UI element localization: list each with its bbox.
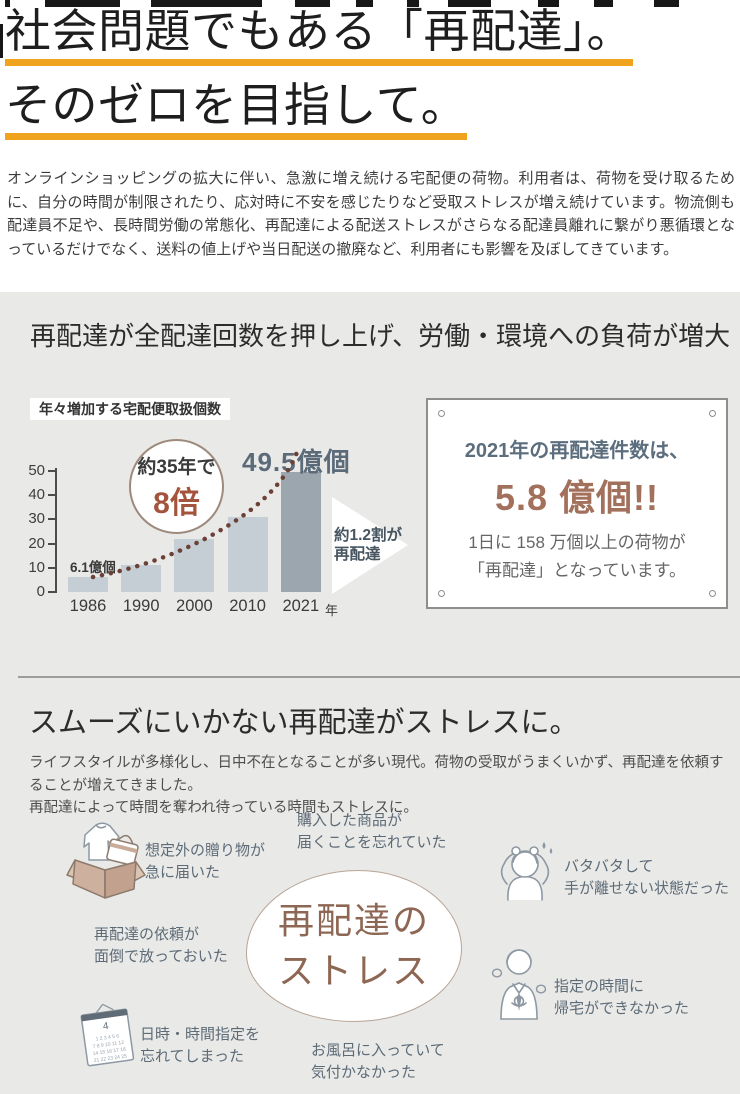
screw-icon: [438, 590, 445, 597]
stress-item-label: 指定の時間に 帰宅ができなかった: [554, 978, 690, 1017]
y-axis-tick: [48, 470, 56, 472]
y-axis-tick: [48, 591, 56, 593]
x-tick-label: 2021: [282, 597, 320, 615]
svg-text:1 2 3 4 5 6: 1 2 3 4 5 6: [95, 1033, 119, 1042]
stress-item-label: お風呂に入っていて 気付かなかった: [311, 1042, 445, 1081]
stress-item-label: 再配達の依頼が 面倒で放っておいた: [94, 926, 228, 965]
y-tick-label: 30: [28, 510, 45, 528]
y-tick-label: 50: [28, 462, 45, 479]
trend-dotted-curve: [90, 449, 300, 580]
stat-card-title: 2021年の再配達件数は、: [464, 440, 690, 462]
overwhelmed-person-icon: [500, 842, 553, 901]
y-tick-label: 20: [28, 534, 45, 552]
multiplier-badge-value: 8倍: [153, 486, 200, 520]
intro-paragraph: オンラインショッピングの拡大に伴い、急激に増え続ける宅配便の荷物。利用者は、荷物…: [7, 170, 735, 258]
bar-2000: [174, 538, 215, 592]
svg-text:14 15 16 17 18: 14 15 16 17 18: [92, 1047, 126, 1058]
x-tick-label: 1990: [122, 597, 160, 615]
section2-heading: スムーズにいかない再配達がストレスに。: [29, 707, 579, 739]
y-tick-label: 0: [36, 583, 45, 600]
page-title-line2: そのゼロを目指して。: [5, 78, 468, 140]
screw-icon: [709, 590, 716, 597]
bar-2010: [227, 516, 268, 592]
stat-card: 2021年の再配達件数は、 5.8 億個!! 1日に 158 万個以上の荷物が …: [426, 398, 728, 609]
stat-card-number: 5.8 億個!!: [494, 477, 660, 518]
svg-text:7 8 9 10 11 12: 7 8 9 10 11 12: [92, 1040, 124, 1050]
svg-text:21 22 23 24 25: 21 22 23 24 25: [93, 1053, 127, 1064]
y-tick-label: 10: [28, 558, 45, 576]
cropped-text-fragment: [0, 24, 3, 58]
bar-2021: [280, 472, 321, 592]
stress-item-label: 購入した商品が 届くことを忘れていた: [297, 812, 447, 851]
y-axis-tick: [48, 494, 56, 497]
screw-icon: [438, 410, 445, 417]
y-axis-tick: [48, 518, 56, 521]
y-axis: [55, 468, 57, 593]
multiplier-badge: 約35年で 8倍: [129, 439, 224, 534]
y-tick-label: 40: [28, 486, 45, 504]
x-tick-label: 1986: [69, 597, 107, 615]
first-bar-value-label: 6.1億個: [70, 560, 116, 575]
y-axis-tick: [48, 566, 56, 569]
late-person-icon: [491, 949, 546, 1020]
section-divider: [18, 676, 740, 678]
x-tick-label: 2010: [229, 597, 266, 615]
multiplier-badge-text: 約35年で: [137, 456, 216, 478]
x-tick-label: 2000: [176, 597, 213, 615]
page-title-line1: 社会問題でもある「再配達」。: [5, 4, 633, 66]
section1-heading: 再配達が全配達回数を押し上げ、労働・環境への負荷が増大: [30, 321, 731, 351]
chart-title: 年々増加する宅配便取扱個数: [30, 398, 230, 420]
calendar-icon: 4 1 2 3 4 5 6 7 8 9 10 11 12 14 15 16 17…: [80, 1003, 135, 1067]
section2-paragraph: ライフスタイルが多様化し、日中不在となることが多い現代。荷物の受取がうまくいかず…: [29, 755, 724, 816]
stress-item-label: 日時・時間指定を 忘れてしまった: [140, 1026, 261, 1065]
stress-item-label: 想定外の贈り物が 急に届いた: [145, 842, 266, 881]
svg-text:4: 4: [102, 1021, 109, 1033]
redelivery-share-arrow: [332, 497, 408, 594]
x-axis-unit-label: 年: [325, 603, 339, 618]
bar-1986: [68, 577, 108, 592]
arrow-note: 約1.2割が 再配達: [334, 527, 403, 563]
screw-icon: [709, 410, 716, 417]
gift-box-icon: [66, 822, 146, 899]
stress-center-blob: 再配達の ストレス: [246, 870, 462, 1022]
stress-item-label: バタバタして 手が離せない状態だった: [564, 858, 730, 897]
y-axis-tick: [48, 542, 56, 545]
stat-card-subtext: 1日に 158 万個以上の荷物が 「再配達」となっています。: [468, 533, 686, 580]
